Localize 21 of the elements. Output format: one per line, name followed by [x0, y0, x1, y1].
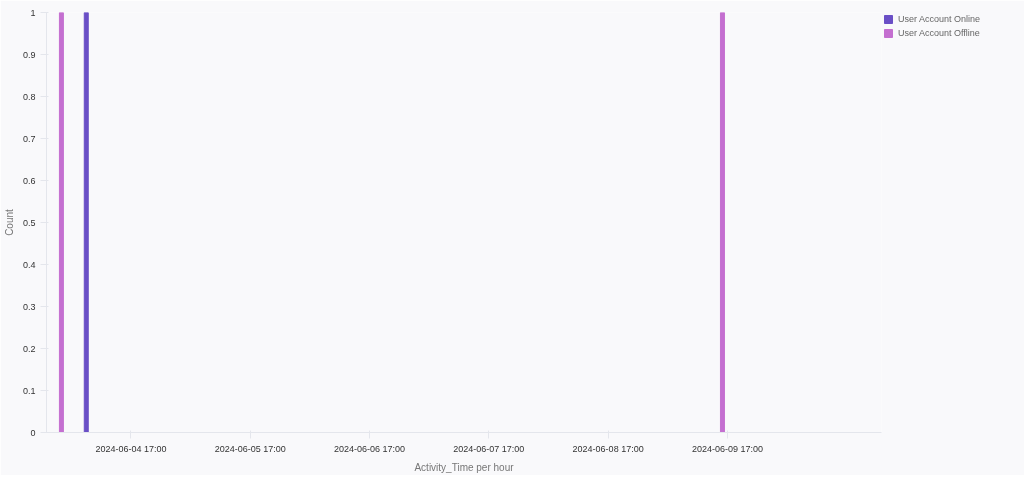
y-tick-label: 0.1	[22, 385, 36, 396]
x-tick-label: 2024-06-09 17:00	[691, 443, 763, 454]
legend-label: User Account Online	[898, 14, 981, 24]
y-tick-label: 0.8	[22, 91, 36, 102]
legend-label: User Account Offline	[898, 28, 980, 38]
y-tick-label: 0.7	[22, 133, 36, 144]
y-tick-label: 0.2	[22, 343, 36, 354]
y-tick-label: 0	[30, 427, 36, 438]
x-tick-label: 2024-06-04 17:00	[95, 443, 167, 454]
x-tick-label: 2024-06-05 17:00	[214, 443, 286, 454]
y-tick-label: 0.4	[22, 259, 36, 270]
x-tick-label: 2024-06-07 17:00	[453, 443, 525, 454]
x-tick-label: 2024-06-08 17:00	[572, 443, 644, 454]
y-tick-label: 1	[30, 7, 36, 18]
y-tick-label: 0.6	[22, 175, 36, 186]
x-axis-title: Activity_Time per hour	[414, 461, 515, 473]
x-tick-label: 2024-06-06 17:00	[334, 443, 406, 454]
y-tick-label: 0.9	[22, 49, 36, 60]
y-axis-title: Count	[3, 208, 15, 236]
y-tick-label: 0.5	[22, 217, 36, 228]
y-tick-label: 0.3	[22, 301, 36, 312]
